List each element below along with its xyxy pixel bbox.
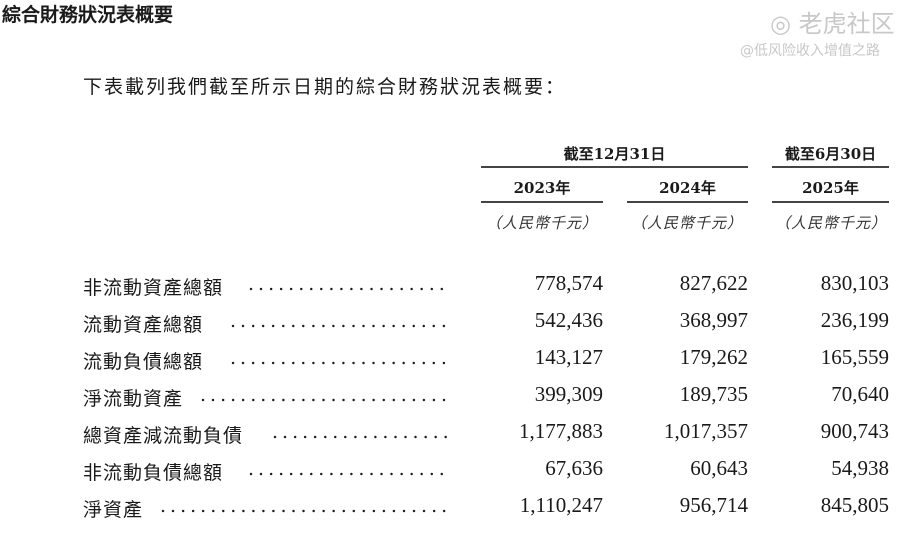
cell-value: 1,110,247 (519, 493, 603, 517)
year-rule (481, 201, 603, 203)
leader-dots: ........................................ (200, 384, 450, 406)
cell-value: 827,622 (679, 271, 748, 295)
leader-dots: ........................................ (230, 310, 450, 332)
cell-value: 830,103 (820, 271, 889, 295)
cell-value: 189,735 (679, 382, 748, 406)
leader-dots: ........................................ (230, 347, 450, 369)
section-title: 綜合財務狀況表概要 (2, 4, 174, 26)
cell-value: 70,640 (831, 382, 889, 406)
cell-value: 67,636 (545, 456, 603, 480)
leader-dots: ........................................ (248, 273, 450, 295)
row-label: 非流動資產總額 (83, 277, 224, 299)
cell-value: 236,199 (820, 308, 889, 332)
cell-value: 165,559 (820, 345, 889, 369)
row-label: 總資產減流動負債 (83, 425, 244, 447)
watermark-logo: ◎ 老虎社区 (770, 10, 895, 38)
header-group-dec31: 截至12月31日 (563, 145, 666, 163)
intro-text: 下表載列我們截至所示日期的綜合財務狀況表概要： (83, 76, 567, 98)
cell-value: 778,574 (534, 271, 603, 295)
cell-value: 399,309 (534, 382, 603, 406)
year-2025: 2025年 (802, 179, 859, 197)
row-label: 淨資產 (83, 499, 144, 521)
cell-value: 542,436 (534, 308, 603, 332)
row-label: 流動資產總額 (83, 314, 204, 336)
cell-value: 1,177,883 (519, 419, 603, 443)
cell-value: 900,743 (820, 419, 889, 443)
leader-dots: ........................................ (272, 421, 450, 443)
leader-dots: ........................................ (160, 495, 450, 517)
cell-value: 54,938 (831, 456, 889, 480)
cell-value: 60,643 (690, 456, 748, 480)
year-rule (772, 201, 889, 203)
watermark-brand: 老虎社区 (798, 10, 895, 38)
header-rule (481, 166, 748, 168)
unit-label: （人民幣千元） (774, 214, 887, 232)
cell-value: 845,805 (820, 493, 889, 517)
cell-value: 143,127 (534, 345, 603, 369)
cell-value: 368,997 (679, 308, 748, 332)
row-label: 淨流動資產 (83, 388, 184, 410)
unit-label: （人民幣千元） (485, 214, 598, 232)
watermark-handle: @低风险收入增值之路 (740, 43, 880, 59)
cell-value: 1,017,357 (664, 419, 748, 443)
row-label: 流動負債總額 (83, 351, 204, 373)
header-group-jun30: 截至6月30日 (784, 145, 877, 163)
year-2023: 2023年 (513, 179, 571, 197)
cell-value: 179,262 (679, 345, 748, 369)
row-label: 非流動負債總額 (83, 462, 224, 484)
year-2024: 2024年 (659, 179, 716, 197)
leader-dots: ........................................ (248, 458, 450, 480)
unit-label: （人民幣千元） (630, 214, 743, 232)
cell-value: 956,714 (679, 493, 748, 517)
year-rule (627, 201, 748, 203)
header-rule (772, 166, 889, 168)
